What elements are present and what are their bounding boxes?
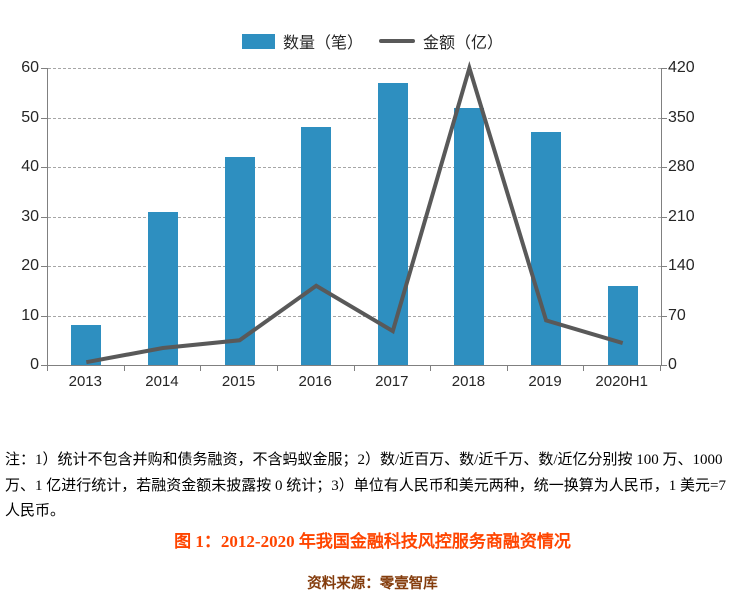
right-axis-tick-label: 140 (668, 257, 695, 274)
left-axis-labels: 0 10 20 30 40 50 60 (0, 59, 39, 373)
line-series-swatch-icon (379, 39, 415, 43)
left-axis-tick-label: 40 (21, 158, 39, 175)
x-axis-tick (47, 366, 48, 371)
left-axis-tick-label: 20 (21, 257, 39, 274)
gridline (48, 266, 661, 267)
bar-2015 (224, 157, 255, 365)
chart-notes: 注：1）统计不包含并购和债务融资，不含蚂蚁金服；2）数/近百万、数/近千万、数/… (5, 452, 726, 519)
right-axis-tick-label: 280 (668, 158, 695, 175)
right-axis-tick-label: 210 (668, 207, 695, 225)
gridline (48, 167, 661, 168)
bar-2018 (454, 107, 485, 365)
right-axis-tick (661, 68, 667, 69)
x-axis-label-2020H1: 2020H1 (595, 373, 648, 390)
x-axis-tick (353, 366, 355, 371)
left-axis-tick-label: 0 (30, 356, 39, 373)
legend-label-count: 数量（笔） (282, 35, 363, 52)
left-axis-tick (41, 315, 47, 317)
bar-2014 (147, 211, 178, 365)
bar-2016 (301, 127, 332, 365)
x-axis-label-2019: 2019 (528, 373, 562, 390)
left-axis-tick-label: 30 (21, 207, 39, 225)
right-axis-tick-label: 0 (668, 356, 677, 373)
bar-2019 (531, 132, 562, 365)
bar-series-swatch-icon (241, 33, 275, 49)
left-axis-tick (41, 365, 47, 366)
right-axis-tick-label: 420 (668, 59, 695, 76)
figure-caption: 图 1：2012-2020 年我国金融科技风控服务商融资情况 (174, 532, 571, 551)
right-axis-tick-label: 70 (668, 306, 686, 324)
x-axis-label-2013: 2013 (68, 373, 102, 390)
amount-line-series (85, 60, 624, 365)
x-axis-label-2015: 2015 (221, 373, 256, 390)
right-axis-tick (661, 216, 667, 218)
gridline (48, 216, 661, 218)
plot-area (47, 60, 662, 366)
right-axis-tick (661, 266, 667, 267)
legend-label-amount: 金额（亿） (423, 35, 504, 52)
gridline (48, 117, 661, 119)
gridline (48, 68, 661, 69)
bar-2020H1 (607, 285, 638, 365)
right-axis-tick (661, 117, 667, 119)
x-axis-tick (430, 366, 432, 371)
x-axis-label-2017: 2017 (375, 373, 409, 390)
right-axis-tick-label: 350 (668, 108, 695, 126)
x-axis-tick (660, 366, 661, 371)
right-axis-tick (661, 315, 667, 317)
x-axis-labels: 2013 2014 2015 2016 2017 2018 2019 2020H1 (47, 373, 660, 393)
x-axis-tick (506, 366, 508, 371)
legend-item-amount: 金额（亿） (379, 29, 503, 53)
left-axis-tick-label: 10 (21, 306, 39, 324)
x-axis-tick (123, 366, 125, 371)
left-axis-tick (41, 117, 47, 119)
x-axis-label-2016: 2016 (298, 373, 332, 390)
bar-2017 (377, 82, 408, 365)
left-axis-tick-label: 50 (21, 108, 39, 126)
right-axis-tick (661, 167, 667, 168)
left-axis-tick (41, 266, 47, 267)
left-axis-tick (41, 68, 47, 69)
right-axis-tick (661, 365, 667, 366)
left-axis-tick-label: 60 (21, 59, 39, 76)
legend-item-count: 数量（笔） (241, 29, 363, 53)
line-path (85, 60, 624, 365)
x-axis-label-2018: 2018 (451, 373, 486, 390)
right-axis-labels: 0 70 140 210 280 350 420 (668, 59, 738, 373)
data-source: 资料来源：零壹智库 (307, 576, 438, 592)
x-axis-tick (200, 366, 202, 371)
funding-combo-chart: 数量（笔） 金额（亿） 0 10 20 30 40 50 60 0 70 140 210 280 35… (0, 29, 745, 393)
left-axis-tick (41, 216, 47, 218)
x-axis-tick (583, 366, 585, 371)
left-axis-tick (41, 167, 47, 168)
chart-legend: 数量（笔） 金额（亿） (0, 29, 745, 53)
x-axis-tick (276, 366, 278, 371)
gridline (48, 315, 661, 317)
x-axis-label-2014: 2014 (145, 373, 179, 390)
